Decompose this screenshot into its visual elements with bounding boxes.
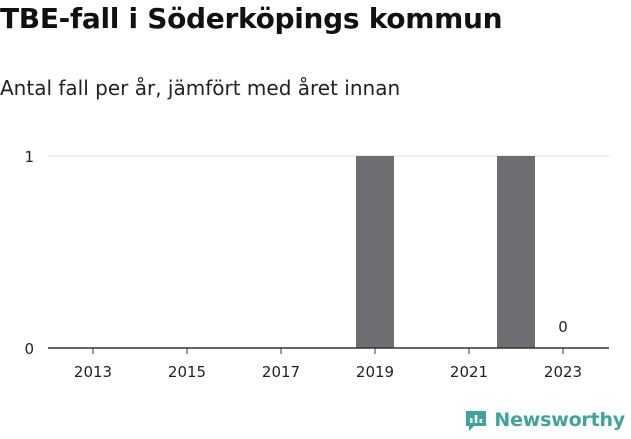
chart-title: TBE-fall i Söderköpings kommun	[0, 2, 503, 35]
bar	[356, 156, 394, 348]
x-tick-label: 2015	[168, 363, 206, 381]
y-tick-label: 0	[24, 340, 34, 358]
newsworthy-logo-icon	[466, 411, 487, 431]
data-label: 0	[558, 318, 568, 336]
x-tick-label: 2013	[74, 363, 112, 381]
y-tick-label: 1	[24, 148, 34, 166]
chart-subtitle: Antal fall per år, jämfört med året inna…	[0, 76, 401, 100]
x-tick-label: 2021	[450, 363, 488, 381]
newsworthy-logo: Newsworthy	[464, 408, 625, 432]
x-tick-label: 2017	[262, 363, 300, 381]
bar	[497, 156, 535, 348]
x-tick-label: 2023	[544, 363, 582, 381]
x-tick-label: 2019	[356, 363, 394, 381]
newsworthy-logo-text: Newsworthy	[494, 409, 625, 431]
